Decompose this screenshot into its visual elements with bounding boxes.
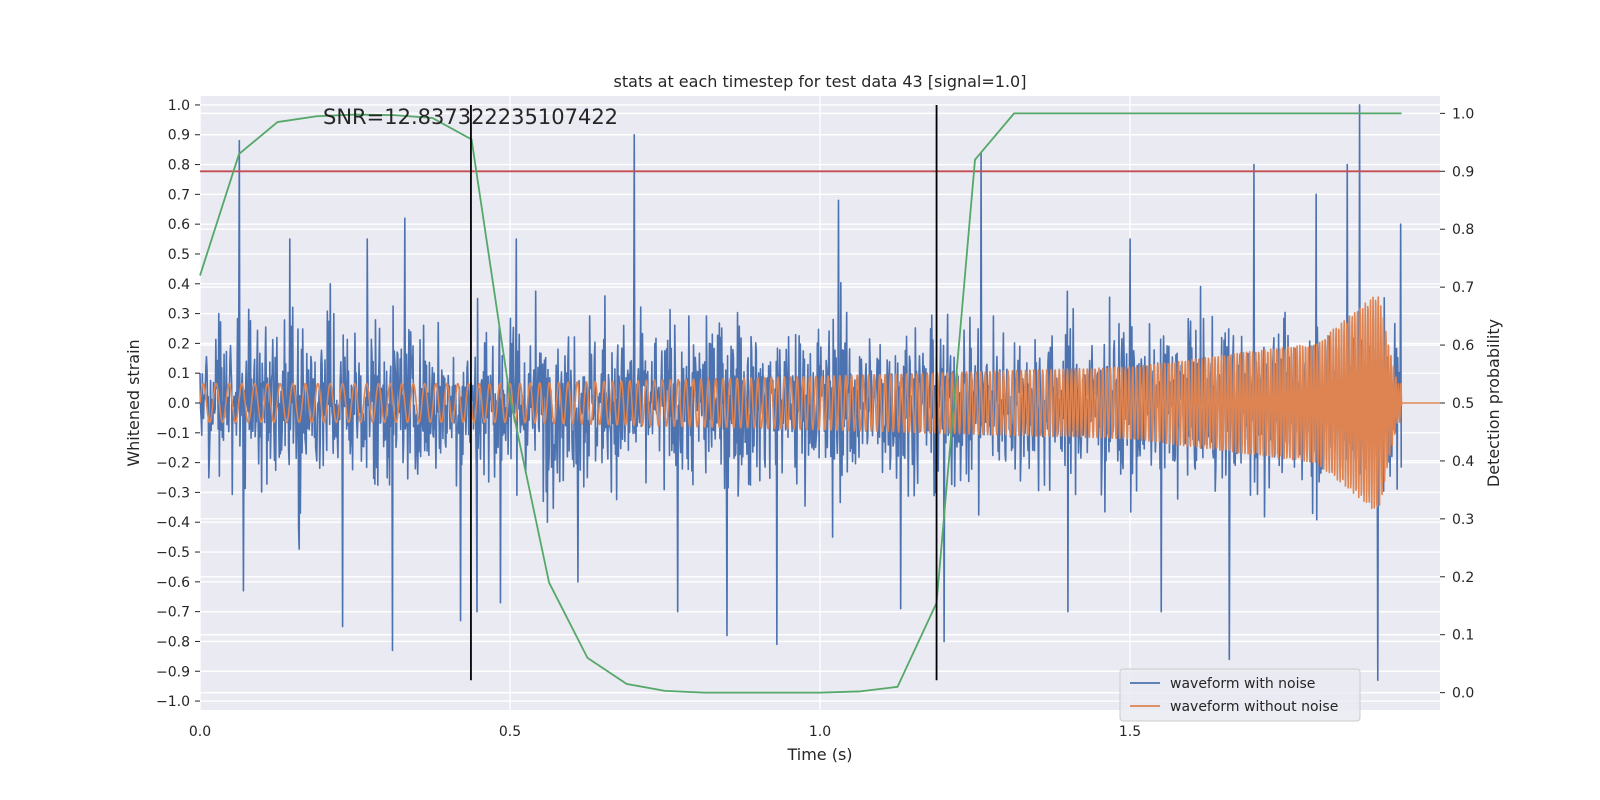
y-tick-label: 0.9: [168, 128, 190, 144]
y-tick-label: −1.0: [156, 694, 190, 710]
y-tick-label: −0.7: [156, 605, 190, 621]
legend-box: [1119, 668, 1361, 722]
y-tick-label: 0.2: [168, 336, 190, 352]
y2-axis-label: Detection probability: [1484, 319, 1503, 487]
y2-tick-label: 0.9: [1452, 164, 1474, 180]
y2-tick-label: 0.7: [1452, 280, 1474, 296]
y-tick-label: −0.9: [156, 664, 190, 680]
left-axis-ticks: 1.0 0.9 0.8 0.7 0.6 0.5 0.4 0.3 0.2 0.1 0.0 −0.1 −0.…: [156, 98, 200, 710]
y2-tick-label: 0.8: [1452, 222, 1474, 238]
y-axis-label: Whitened strain: [124, 339, 143, 466]
x-tick-label: 0.0: [189, 724, 211, 740]
legend-label-noise: waveform with noise: [1170, 676, 1315, 692]
y2-tick-label: 0.3: [1452, 512, 1474, 528]
y2-tick-label: 0.4: [1452, 454, 1474, 470]
y-tick-label: −0.8: [156, 634, 190, 650]
y2-tick-label: 1.0: [1452, 106, 1474, 122]
x-tick-label: 0.5: [499, 724, 521, 740]
y-tick-label: 0.7: [168, 187, 190, 203]
y2-tick-label: 0.1: [1452, 628, 1474, 644]
y-tick-label: 0.3: [168, 307, 190, 323]
y-tick-label: −0.3: [156, 485, 190, 501]
y-tick-label: −0.2: [156, 456, 190, 472]
y-tick-label: 0.5: [168, 247, 190, 263]
y-tick-label: 0.0: [168, 396, 190, 412]
y2-tick-label: 0.6: [1452, 338, 1474, 354]
y-tick-label: 0.4: [168, 277, 190, 293]
chart-title: stats at each timestep for test data 43 …: [614, 72, 1027, 91]
x-tick-label: 1.5: [1119, 724, 1141, 740]
x-tick-label: 1.0: [809, 724, 831, 740]
y-tick-label: 1.0: [168, 98, 190, 114]
x-axis-label: Time (s): [786, 745, 852, 764]
y-tick-label: 0.6: [168, 217, 190, 233]
y2-tick-label: 0.2: [1452, 570, 1474, 586]
legend-label-clean: waveform without noise: [1170, 699, 1338, 715]
detection-probability-line: [199, 112, 1402, 694]
waveform-without-noise-line: [199, 296, 1441, 509]
y-tick-label: −0.1: [156, 426, 190, 442]
y-tick-label: −0.4: [156, 515, 190, 531]
y2-tick-label: 0.5: [1452, 396, 1474, 412]
legend: waveform with noise waveform without noi…: [1119, 668, 1361, 722]
y2-tick-label: 0.0: [1452, 686, 1474, 702]
right-axis-ticks: 1.0 0.9 0.8 0.7 0.6 0.5 0.4 0.3 0.2 0.1 0.0: [1440, 106, 1474, 702]
y-tick-label: −0.5: [156, 545, 190, 561]
plot-area: [199, 104, 1441, 694]
x-axis-ticks: 0.0 0.5 1.0 1.5: [189, 724, 1141, 740]
y-tick-label: 0.1: [168, 366, 190, 382]
snr-annotation: SNR=12.837322235107422: [323, 105, 618, 129]
y-tick-label: 0.8: [168, 158, 190, 174]
y-tick-label: −0.6: [156, 575, 190, 591]
